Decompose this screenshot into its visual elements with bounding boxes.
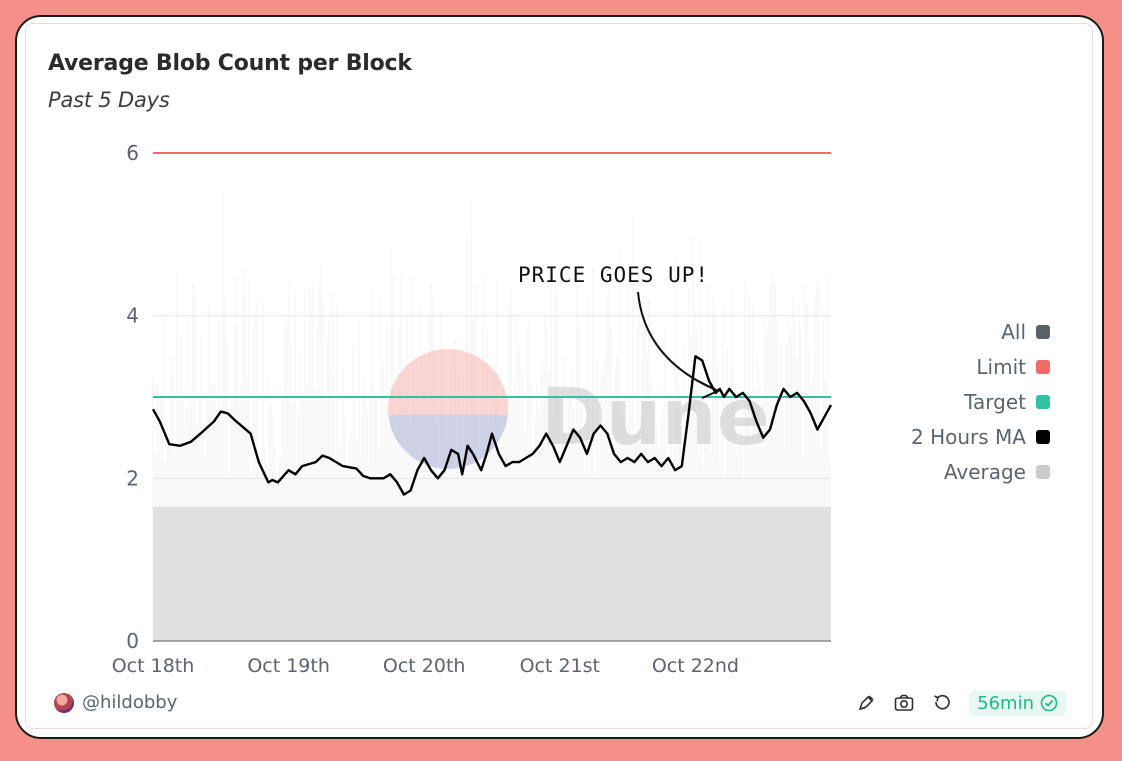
legend-swatch [1036, 464, 1050, 479]
reference-lines [153, 152, 831, 398]
edit-icon[interactable] [853, 690, 879, 716]
legend-item[interactable]: Limit [911, 349, 1050, 384]
annotation-text: PRICE GOES UP! [518, 263, 709, 287]
watermark-text: Dune [541, 373, 770, 463]
chart-subtitle: Past 5 Days [48, 88, 170, 112]
freshness-badge[interactable]: 56min [969, 690, 1066, 716]
chart-legend: All Limit Target 2 Hours MA Average [911, 314, 1050, 489]
legend-label: All [1001, 319, 1026, 344]
refresh-icon[interactable] [929, 690, 955, 716]
legend-swatch [1036, 394, 1050, 409]
chart-canvas: Dune 0 2 4 6 Oct 18th Oct 19th Oct 20th Oct 21… [112, 141, 833, 677]
footer-toolbar: 56min [841, 690, 1066, 716]
legend-swatch [1036, 359, 1050, 374]
chart-title: Average Blob Count per Block [48, 51, 412, 76]
legend-label: Limit [976, 354, 1026, 379]
freshness-label: 56min [977, 692, 1034, 714]
annotation-arrowhead [695, 379, 721, 399]
legend-label: Average [943, 459, 1026, 484]
screenshot-frame: Average Blob Count per Block Past 5 Days… [15, 15, 1104, 739]
y-axis: 0 2 4 6 [126, 141, 831, 653]
x-tick-label: Oct 19th [247, 655, 330, 677]
chart-card: Average Blob Count per Block Past 5 Days… [25, 23, 1093, 729]
legend-item[interactable]: All [911, 314, 1050, 349]
y-tick-label: 0 [126, 629, 139, 653]
legend-label: Target [964, 389, 1026, 414]
x-axis: Oct 18th Oct 19th Oct 20th Oct 21st Oct 22nd [112, 655, 739, 677]
ma-2h-line [151, 355, 833, 496]
average-area [153, 506, 831, 641]
legend-item[interactable]: Target [911, 384, 1050, 419]
x-tick-label: Oct 22nd [652, 655, 739, 677]
y-tick-label: 2 [126, 466, 139, 490]
x-tick-label: Oct 18th [112, 655, 195, 677]
camera-icon[interactable] [891, 690, 917, 716]
avatar [54, 692, 74, 713]
author-link[interactable]: @hildobby [54, 692, 177, 713]
annotation: PRICE GOES UP! [518, 263, 721, 399]
legend-swatch [1036, 324, 1050, 339]
x-tick-label: Oct 20th [383, 655, 466, 677]
y-tick-label: 6 [126, 141, 139, 165]
legend-label: 2 Hours MA [911, 424, 1026, 449]
ma-line-group [151, 355, 833, 496]
author-name: @hildobby [82, 692, 178, 713]
legend-item[interactable]: Average [911, 454, 1050, 489]
dune-watermark: Dune [388, 349, 770, 469]
y-tick-label: 4 [126, 304, 139, 328]
x-tick-label: Oct 21st [520, 655, 600, 677]
dune-logo-icon [388, 349, 508, 469]
legend-swatch [1036, 429, 1050, 444]
check-badge-icon [1040, 694, 1058, 712]
legend-item[interactable]: 2 Hours MA [911, 419, 1050, 454]
